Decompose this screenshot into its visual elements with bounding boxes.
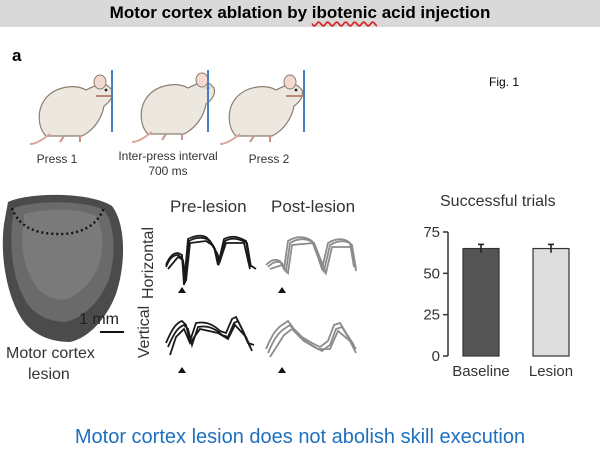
trace-row-label-vertical: Vertical [136, 305, 153, 359]
y-tick-label: 0 [432, 348, 440, 365]
trace-header-post-lesion: Post-lesion [271, 197, 356, 216]
y-tick-label: 75 [423, 224, 440, 241]
bar [462, 247, 500, 357]
panel-label: a [12, 46, 22, 65]
rat-sequence-illustration [29, 70, 305, 145]
trace-onset-marker [278, 287, 286, 293]
caption-inter-press-interval: Inter-press interval [118, 149, 218, 163]
title-prefix: Motor cortex ablation by [109, 3, 312, 22]
slide-title: Motor cortex ablation by ibotenic acid i… [0, 3, 600, 23]
brain-label-line-2: lesion [28, 366, 70, 383]
x-category-label: Lesion [529, 363, 573, 380]
caption-interval-value: 700 ms [148, 164, 188, 178]
chart-title: Successful trials [440, 193, 556, 210]
title-bar [0, 0, 600, 27]
caption-press-2: Press 2 [248, 152, 290, 166]
brain-label-line-1: Motor cortex [6, 345, 95, 362]
brain-section-image [2, 194, 124, 342]
trace-onset-marker [278, 367, 286, 373]
successful-trials-chart: 0 25 50 75 Baseline Lesion [423, 224, 573, 380]
y-tick-label: 50 [423, 265, 440, 282]
scale-bar-label: 1 mm [79, 311, 119, 328]
x-category-label: Baseline [452, 363, 510, 380]
trace-row-label-horizontal: Horizontal [140, 226, 157, 300]
bar [532, 247, 570, 357]
rat-icon [29, 74, 114, 145]
pre-lesion-traces [165, 234, 257, 373]
trace-onset-marker [178, 287, 186, 293]
y-tick-label: 25 [423, 307, 440, 324]
rat-icon [131, 72, 216, 143]
figure-label: Fig. 1 [489, 75, 520, 89]
caption-press-1: Press 1 [36, 152, 78, 166]
trace-header-pre-lesion: Pre-lesion [170, 197, 247, 216]
post-lesion-traces [265, 236, 357, 373]
trace-onset-marker [178, 367, 186, 373]
title-suffix: acid injection [376, 3, 491, 22]
rat-icon [219, 74, 304, 145]
title-spellcheck-word: ibotenic [311, 3, 377, 22]
lesion-outline [10, 207, 106, 236]
slide-conclusion-caption: Motor cortex lesion does not abolish ski… [74, 426, 526, 448]
